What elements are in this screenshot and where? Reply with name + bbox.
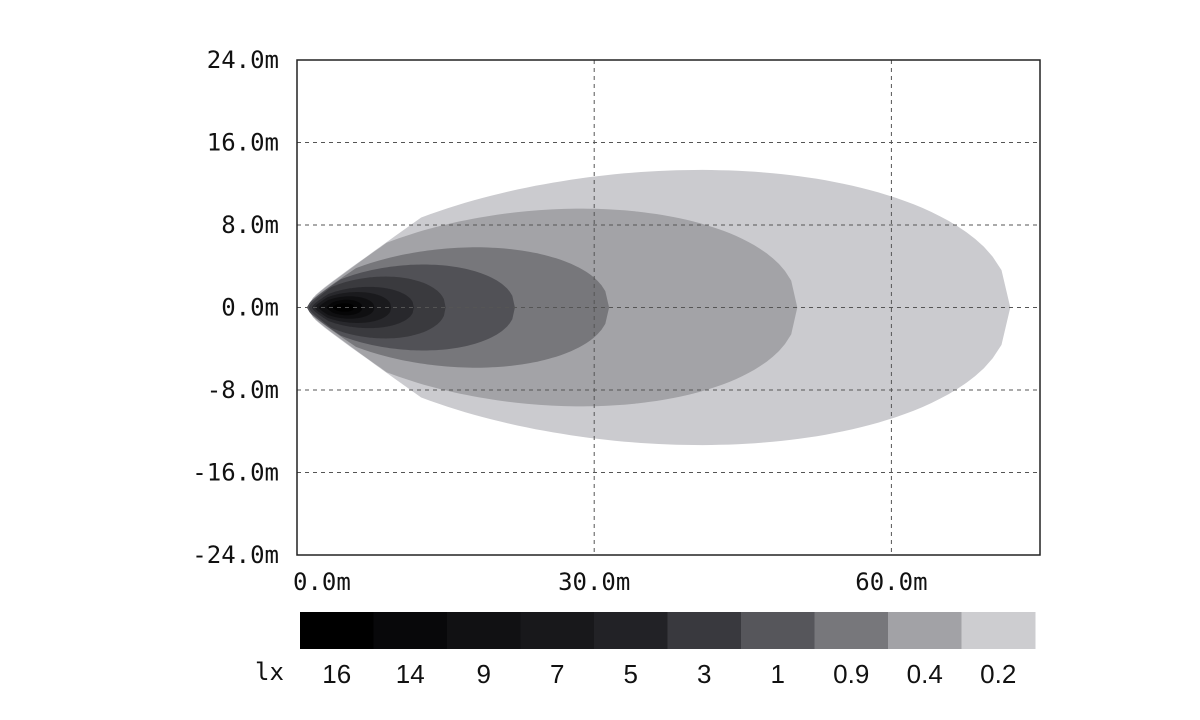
scale-label: 0.4 [907, 659, 943, 689]
scale-swatch [667, 612, 742, 649]
contour-16lx [332, 303, 355, 312]
scale-label: 1 [771, 659, 785, 689]
scale-swatch [447, 612, 521, 649]
scale-swatch [961, 612, 1036, 649]
grid-layer [297, 60, 1040, 555]
scale-label: 9 [477, 659, 491, 689]
scale-label: 3 [697, 659, 711, 689]
scale-swatch [594, 612, 668, 649]
scale-label: 14 [396, 659, 425, 689]
scale-label: 5 [624, 659, 638, 689]
scale-swatch [520, 612, 595, 649]
y-tick-label: -16.0m [192, 459, 279, 487]
y-tick-label: -24.0m [192, 541, 279, 569]
y-tick-label: 24.0m [207, 46, 279, 74]
x-tick-label: 30.0m [558, 568, 630, 596]
x-tick-label: 60.0m [855, 568, 927, 596]
y-tick-label: 16.0m [207, 129, 279, 157]
scale-label: 7 [550, 659, 564, 689]
plot-frame [296, 59, 1041, 556]
scale-swatch [373, 612, 448, 649]
y-tick-label: 8.0m [221, 211, 279, 239]
scale-swatch [300, 612, 374, 649]
scale-unit-label: lx [255, 658, 284, 686]
x-tick-label: 0.0m [293, 568, 351, 596]
y-tick-label: -8.0m [207, 376, 279, 404]
scale-swatch [741, 612, 815, 649]
y-axis-ticks: 24.0m 16.0m 8.0m 0.0m -8.0m -16.0m -24.0m [192, 46, 279, 569]
scale-swatch [888, 612, 962, 649]
scale-label: 16 [322, 659, 351, 689]
lux-scale: 16 14 9 7 5 3 1 0.9 0.4 0.2 lx [255, 612, 1036, 689]
x-axis-ticks: 0.0m 30.0m 60.0m [293, 568, 928, 596]
scale-label: 0.2 [980, 659, 1016, 689]
scale-label: 0.9 [833, 659, 869, 689]
y-tick-label: 0.0m [221, 294, 279, 322]
scale-swatch [814, 612, 889, 649]
